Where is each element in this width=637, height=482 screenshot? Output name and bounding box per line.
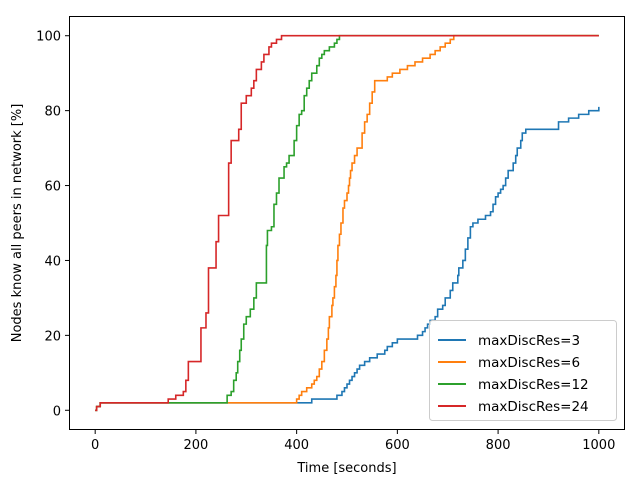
x-axis-title: Time [seconds]: [296, 461, 396, 476]
legend-label: maxDiscRes=24: [478, 399, 589, 415]
series-layer: [95, 34, 600, 412]
x-tick-label: 600: [385, 438, 410, 453]
y-tick-label: 60: [44, 180, 61, 195]
series-line-maxDiscRes=6: [95, 34, 599, 412]
series-line-maxDiscRes=3: [95, 106, 600, 412]
x-axis: 0 200 400 600 800 1000: [91, 429, 615, 453]
legend-label: maxDiscRes=3: [478, 333, 580, 349]
x-tick-label: 1000: [582, 438, 615, 453]
x-tick-label: 0: [91, 438, 99, 453]
legend-box: [429, 320, 617, 421]
y-tick-label: 20: [44, 329, 61, 344]
legend-label: maxDiscRes=12: [478, 377, 589, 393]
y-axis-title: Nodes know all peers in network [%]: [10, 104, 25, 343]
y-tick-label: 100: [36, 30, 61, 45]
x-tick-label: 400: [284, 438, 309, 453]
y-tick-label: 0: [53, 404, 61, 419]
series-line-maxDiscRes=24: [95, 34, 599, 412]
legend-label: maxDiscRes=6: [478, 355, 580, 371]
y-tick-label: 40: [44, 254, 61, 269]
plot-frame: [69, 16, 625, 430]
x-tick-label: 800: [486, 438, 511, 453]
series-line-maxDiscRes=12: [95, 34, 599, 412]
y-tick-label: 80: [44, 105, 61, 120]
x-tick-label: 200: [183, 438, 208, 453]
legend: maxDiscRes=3 maxDiscRes=6 maxDiscRes=12 max…: [429, 320, 617, 421]
y-axis: 0 20 40 60 80 100: [36, 30, 70, 419]
